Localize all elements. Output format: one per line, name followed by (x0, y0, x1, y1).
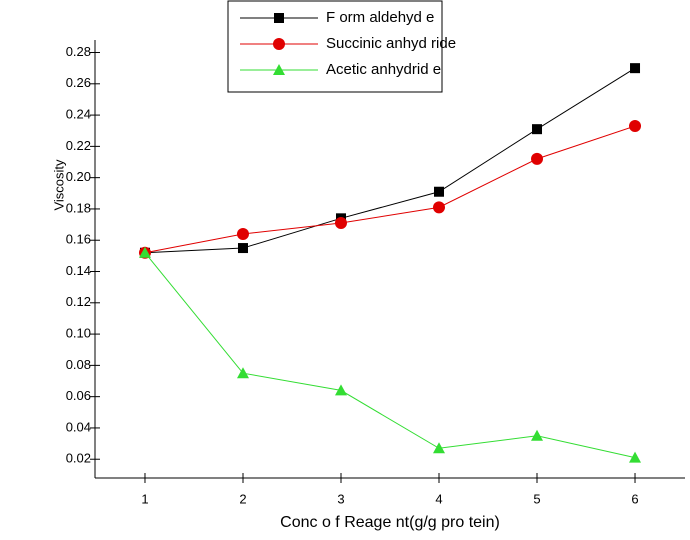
y-tick-label: 0.26 (66, 75, 91, 90)
x-tick-label: 1 (141, 491, 148, 506)
y-tick-label: 0.04 (66, 419, 91, 434)
data-point (433, 201, 446, 214)
x-tick-label: 3 (337, 491, 344, 506)
data-point (237, 243, 248, 254)
data-point (630, 63, 641, 74)
y-tick-label: 0.18 (66, 200, 91, 215)
y-tick-label: 0.20 (66, 169, 91, 184)
legend-marker (273, 64, 285, 75)
legend-label: F orm aldehyd e (326, 9, 434, 26)
data-point (434, 186, 445, 197)
series-line (144, 67, 636, 254)
y-tick-label: 0.08 (66, 357, 91, 372)
data-point (236, 367, 249, 379)
legend-marker (274, 13, 284, 23)
y-tick-label: 0.10 (66, 326, 91, 341)
data-point (629, 120, 642, 133)
legend-marker (273, 38, 285, 50)
x-tick-label: 4 (435, 491, 442, 506)
series-line (144, 252, 636, 459)
x-tick-label: 2 (239, 491, 246, 506)
data-point (531, 429, 544, 441)
x-axis-label: Conc o f Reage nt(g/g pro tein) (280, 514, 500, 531)
data-point (334, 217, 347, 230)
data-point (433, 442, 446, 454)
y-tick-label: 0.12 (66, 294, 91, 309)
data-point (236, 227, 249, 240)
x-tick-label: 5 (533, 491, 540, 506)
series-line (144, 125, 636, 254)
y-tick-label: 0.28 (66, 44, 91, 59)
data-point (531, 152, 544, 165)
x-tick-label: 6 (631, 491, 638, 506)
data-point (334, 384, 347, 396)
legend-label: Acetic anhydrid e (326, 61, 441, 78)
y-tick-label: 0.16 (66, 232, 91, 247)
legend-box (227, 0, 443, 93)
y-tick-label: 0.24 (66, 107, 91, 122)
y-tick-label: 0.06 (66, 388, 91, 403)
y-tick-label: 0.22 (66, 138, 91, 153)
y-tick-label: 0.02 (66, 451, 91, 466)
data-point (138, 246, 151, 258)
data-point (532, 124, 543, 135)
legend-label: Succinic anhyd ride (326, 35, 456, 52)
y-axis-label: Viscosity (51, 159, 66, 211)
y-tick-label: 0.14 (66, 263, 91, 278)
data-point (629, 451, 642, 463)
